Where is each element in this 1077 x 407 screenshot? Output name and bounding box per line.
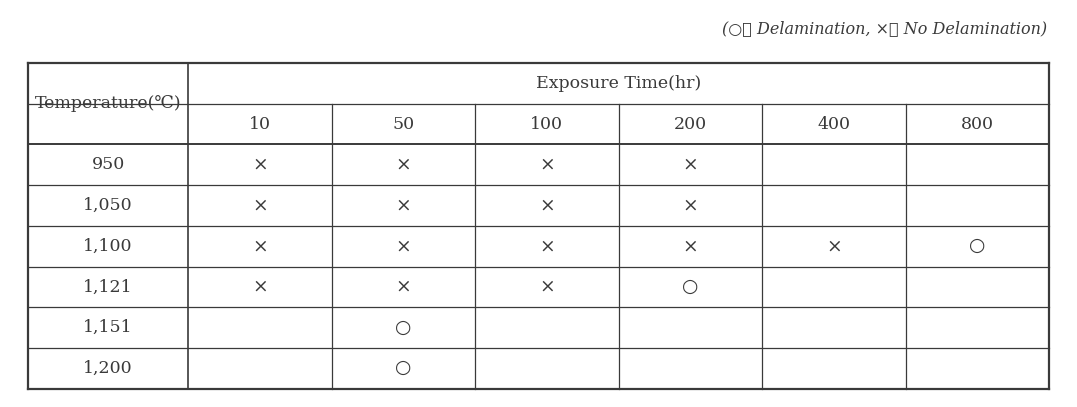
- Text: Temperature(℃): Temperature(℃): [34, 95, 181, 112]
- Text: ×: ×: [540, 156, 555, 174]
- Text: Exposure Time(hr): Exposure Time(hr): [536, 75, 701, 92]
- Text: ×: ×: [683, 197, 698, 214]
- Text: ×: ×: [540, 197, 555, 214]
- Text: ×: ×: [540, 237, 555, 255]
- Text: 1,100: 1,100: [83, 238, 132, 255]
- Text: ×: ×: [826, 237, 842, 255]
- Text: ○: ○: [395, 319, 411, 337]
- Text: 10: 10: [249, 116, 271, 133]
- Text: (○： Delamination, ×： No Delamination): (○： Delamination, ×： No Delamination): [722, 20, 1047, 37]
- Text: 200: 200: [674, 116, 707, 133]
- Text: ×: ×: [252, 278, 268, 296]
- Text: 1,121: 1,121: [83, 278, 132, 295]
- Text: ○: ○: [682, 278, 699, 296]
- Text: ×: ×: [395, 278, 411, 296]
- Text: ×: ×: [395, 197, 411, 214]
- Text: 1,151: 1,151: [83, 319, 132, 336]
- Text: ×: ×: [683, 156, 698, 174]
- Text: ×: ×: [540, 278, 555, 296]
- Text: ×: ×: [683, 237, 698, 255]
- Text: ○: ○: [395, 359, 411, 377]
- Text: 950: 950: [92, 156, 125, 173]
- Text: ×: ×: [252, 237, 268, 255]
- Text: 100: 100: [531, 116, 563, 133]
- Text: 50: 50: [392, 116, 415, 133]
- Text: ×: ×: [395, 237, 411, 255]
- Text: 800: 800: [961, 116, 994, 133]
- Text: 1,050: 1,050: [83, 197, 132, 214]
- Text: ○: ○: [969, 237, 985, 255]
- Text: 400: 400: [817, 116, 851, 133]
- Text: 1,200: 1,200: [83, 360, 132, 377]
- Text: ×: ×: [395, 156, 411, 174]
- Text: ×: ×: [252, 156, 268, 174]
- Text: ×: ×: [252, 197, 268, 214]
